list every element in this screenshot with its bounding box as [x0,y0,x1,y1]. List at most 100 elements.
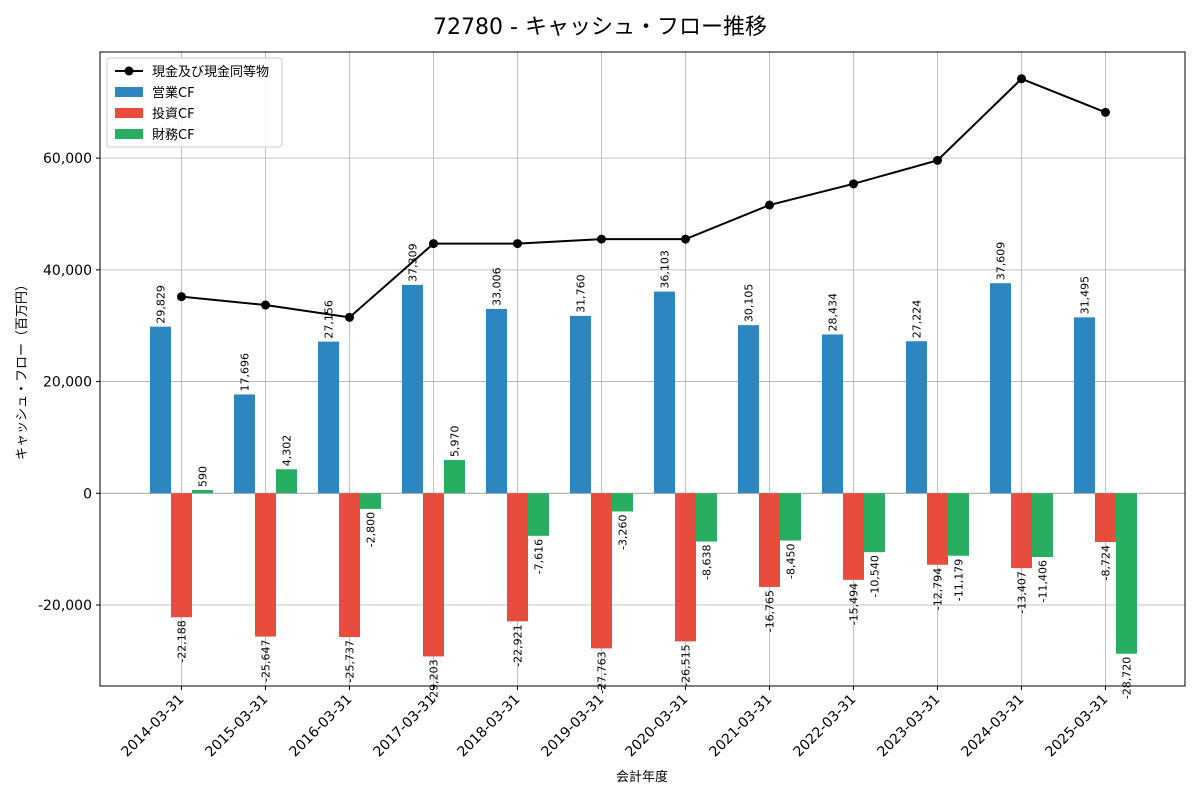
point-2016-03-31 [345,312,354,322]
bar-value-label: 37,609 [995,242,1008,281]
bar-営業CF-2015-03-31 [234,394,255,494]
x-axis-label: 会計年度 [616,769,668,785]
bar-value-label: -15,494 [848,583,861,625]
bar-value-label: 590 [197,466,210,487]
bar-value-label: -26,515 [680,644,693,686]
point-2025-03-31 [1101,107,1110,117]
bar-営業CF-2020-03-31 [654,291,675,494]
bar-投資CF-2020-03-31 [675,493,696,642]
bar-value-label: -25,647 [260,640,273,682]
bar-投資CF-2022-03-31 [843,493,864,580]
point-2019-03-31 [597,234,606,244]
chart-title: 72780 - キャッシュ・フロー推移 [433,15,767,40]
bar-value-label: 17,696 [239,353,252,392]
bar-財務CF-2023-03-31 [948,493,969,556]
bar-投資CF-2025-03-31 [1095,493,1116,543]
bar-value-label: 29,829 [155,285,168,324]
bar-value-label: -11,179 [953,559,966,601]
bar-財務CF-2024-03-31 [1032,493,1053,557]
x-tick-label: 2014-03-31 [118,692,187,761]
bar-value-label: 31,495 [1079,276,1092,315]
legend-entry: 営業CF [152,85,195,101]
bar-value-label: 30,105 [743,284,756,323]
bar-value-label: -27,763 [596,651,609,693]
point-2017-03-31 [429,239,438,249]
x-tick-label: 2024-03-31 [958,692,1027,761]
legend-bar-swatch [115,108,143,118]
line-layer [177,74,1110,322]
bar-営業CF-2018-03-31 [486,308,507,494]
x-tick-label: 2017-03-31 [370,692,439,761]
bar-営業CF-2024-03-31 [990,283,1011,494]
x-tick-label: 2018-03-31 [454,692,523,761]
bar-value-label: -11,406 [1037,560,1050,602]
x-tick-label: 2016-03-31 [286,692,355,761]
bar-value-label: 28,434 [827,293,840,332]
bar-営業CF-2014-03-31 [150,326,171,494]
bar-投資CF-2016-03-31 [339,493,360,638]
bar-value-label: -29,203 [428,659,441,701]
bar-value-label: -10,540 [869,555,882,597]
x-tick-label: 2021-03-31 [706,692,775,761]
bar-value-label: 36,103 [659,250,672,289]
bar-投資CF-2019-03-31 [591,493,612,649]
bar-投資CF-2021-03-31 [759,493,780,587]
bar-財務CF-2020-03-31 [696,493,717,542]
bar-営業CF-2021-03-31 [738,325,759,494]
legend-entry: 投資CF [152,106,195,122]
bar-営業CF-2025-03-31 [1074,317,1095,494]
bar-営業CF-2016-03-31 [318,341,339,494]
bar-財務CF-2025-03-31 [1116,493,1137,654]
bar-営業CF-2022-03-31 [822,334,843,494]
point-2015-03-31 [261,300,270,310]
legend-bar-swatch [115,129,143,139]
y-tick-label: -20,000 [38,598,92,614]
bar-財務CF-2022-03-31 [864,493,885,553]
bar-投資CF-2018-03-31 [507,493,528,622]
bar-投資CF-2024-03-31 [1011,493,1032,569]
bar-投資CF-2015-03-31 [255,493,276,637]
bar-value-label: -16,765 [764,590,777,632]
bar-value-label: -8,724 [1100,545,1113,580]
bar-財務CF-2018-03-31 [528,493,549,536]
x-tick-label: 2019-03-31 [538,692,607,761]
point-2021-03-31 [765,200,774,210]
y-tick-label: 60,000 [43,151,92,167]
bar-value-label: 4,302 [281,435,294,467]
line-現金及び現金同等物 [181,77,1106,319]
y-tick-label: 0 [83,486,92,502]
labels-layer: 29,829 17,696 27,156 37,309 33,006 31,760 36,1… [155,242,1134,702]
plot-frame [99,51,1186,687]
bar-value-label: -28,720 [1121,657,1134,699]
y-axis-label: キャッシュ・フロー（百万円） [15,278,30,460]
bar-財務CF-2015-03-31 [276,469,297,494]
bar-投資CF-2023-03-31 [927,493,948,565]
point-2022-03-31 [849,179,858,189]
point-2023-03-31 [933,155,942,165]
bar-value-label: 37,309 [407,243,420,282]
point-2018-03-31 [513,239,522,249]
x-tick-label: 2022-03-31 [790,692,859,761]
bar-value-label: -2,800 [365,512,378,547]
point-2024-03-31 [1017,74,1026,84]
bar-value-label: 5,970 [449,425,462,457]
bar-value-label: 27,224 [911,300,924,339]
bar-営業CF-2017-03-31 [402,284,423,494]
bar-value-label: 33,006 [491,267,504,306]
point-2020-03-31 [681,234,690,244]
legend-entry: 財務CF [152,128,195,143]
bar-value-label: -8,638 [701,545,714,580]
x-tick-label: 2015-03-31 [202,692,271,761]
bar-value-label: -22,188 [176,620,189,662]
legend-bar-swatch [115,87,143,97]
bar-財務CF-2016-03-31 [360,493,381,509]
x-tick-label: 2023-03-31 [874,692,943,761]
bar-value-label: -22,921 [512,624,525,666]
bar-営業CF-2019-03-31 [570,315,591,494]
bar-value-label: -3,260 [617,514,630,549]
bar-財務CF-2017-03-31 [444,459,465,494]
bar-営業CF-2023-03-31 [906,341,927,494]
bar-value-label: -13,407 [1016,571,1029,613]
